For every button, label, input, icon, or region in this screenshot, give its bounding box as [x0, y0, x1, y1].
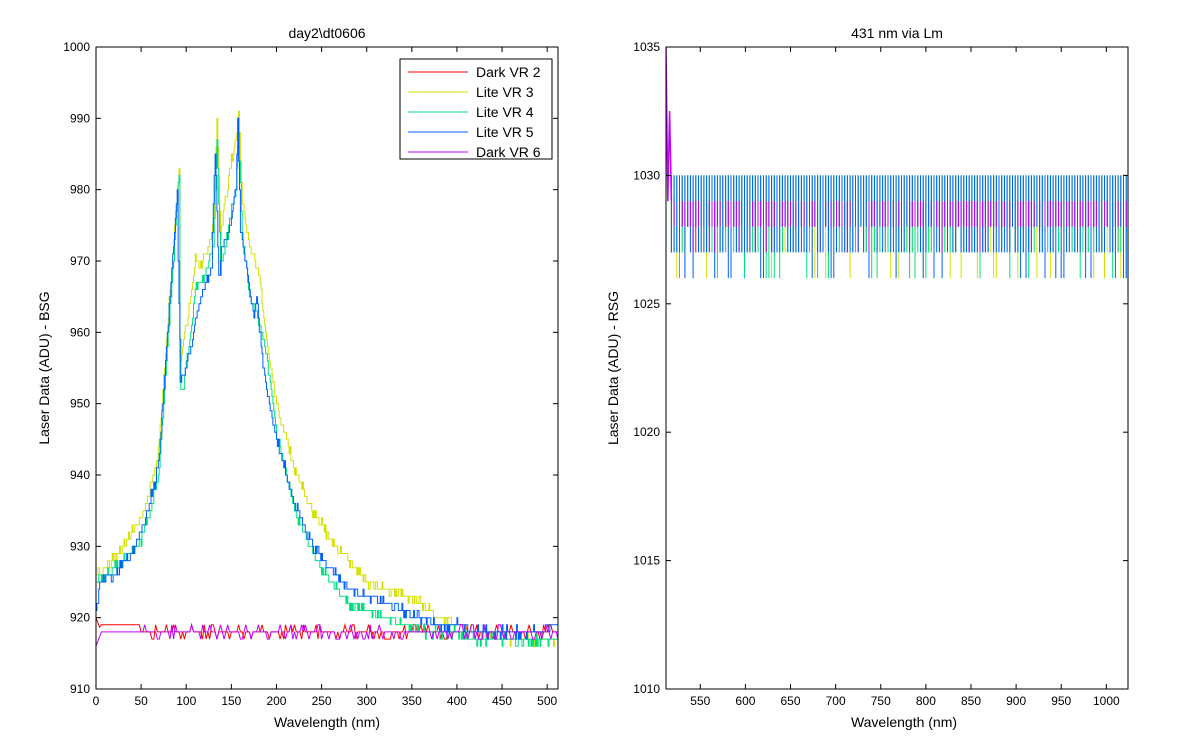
y-tick-label-right: 1035 — [633, 40, 660, 54]
x-axis-label-right: Wavelength (nm) — [851, 714, 957, 730]
chart-title-left: day2\dt0606 — [288, 25, 365, 41]
x-tick-label-right: 700 — [826, 694, 846, 708]
x-tick-label-right: 550 — [690, 694, 710, 708]
y-tick-label-left: 990 — [70, 111, 90, 125]
y-tick-label-left: 1000 — [63, 40, 90, 54]
series-line-left-2 — [96, 132, 558, 647]
legend-label: Lite VR 4 — [476, 104, 534, 120]
x-tick-label-left: 50 — [134, 694, 148, 708]
x-tick-label-left: 300 — [357, 694, 377, 708]
x-tick-label-left: 500 — [537, 694, 557, 708]
legend-label: Lite VR 3 — [476, 84, 534, 100]
legend-box — [399, 58, 553, 160]
chart-right: 431 nm via Lm Wavelength (nm) Laser Data… — [605, 25, 1129, 730]
plot-area-right — [666, 47, 1127, 279]
series-line-left-4 — [96, 622, 558, 647]
x-tick-label-right: 950 — [1051, 694, 1071, 708]
series-spike-right — [666, 47, 673, 202]
y-tick-label-left: 910 — [70, 682, 90, 696]
x-tick-label-left: 0 — [93, 694, 100, 708]
x-tick-label-right: 600 — [735, 694, 755, 708]
x-tick-label-right: 800 — [916, 694, 936, 708]
y-tick-label-right: 1025 — [633, 297, 660, 311]
legend: Dark VR 2 Lite VR 3 Lite VR 4 Lite VR 5 Dark… — [399, 58, 553, 160]
x-tick-label-left: 250 — [312, 694, 332, 708]
x-tick-label-right: 750 — [871, 694, 891, 708]
x-tick-label-left: 350 — [402, 694, 422, 708]
series-line-left-3 — [96, 117, 558, 640]
y-tick-label-right: 1030 — [633, 168, 660, 182]
y-axis-label-left: Laser Data (ADU) - BSG — [36, 291, 52, 444]
x-tick-label-right: 900 — [1006, 694, 1026, 708]
y-tick-label-right: 1010 — [633, 682, 660, 696]
axes-box-right — [665, 46, 1129, 690]
x-tick-label-right: 650 — [781, 694, 801, 708]
x-tick-label-left: 200 — [266, 694, 286, 708]
y-tick-label-right: 1015 — [633, 554, 660, 568]
axes-box-left — [95, 46, 559, 690]
series-band-right-4 — [673, 201, 1127, 253]
legend-label: Lite VR 5 — [476, 124, 534, 140]
x-tick-label-left: 100 — [176, 694, 196, 708]
x-tick-label-left: 450 — [492, 694, 512, 708]
y-tick-label-left: 940 — [70, 468, 90, 482]
y-tick-label-left: 980 — [70, 183, 90, 197]
y-tick-label-left: 960 — [70, 325, 90, 339]
legend-label: Dark VR 6 — [476, 144, 541, 160]
chart-left: day2\dt0606 Wavelength (nm) Laser Data (… — [36, 25, 559, 730]
x-tick-label-left: 150 — [221, 694, 241, 708]
y-tick-label-left: 920 — [70, 611, 90, 625]
x-axis-label-left: Wavelength (nm) — [274, 714, 380, 730]
x-tick-label-right: 1000 — [1093, 694, 1120, 708]
y-tick-label-left: 950 — [70, 397, 90, 411]
chart-title-right: 431 nm via Lm — [851, 25, 943, 41]
y-tick-label-left: 930 — [70, 539, 90, 553]
legend-label: Dark VR 2 — [476, 64, 541, 80]
plot-area-left — [96, 110, 558, 647]
x-tick-label-left: 400 — [447, 694, 467, 708]
y-tick-label-left: 970 — [70, 254, 90, 268]
x-tick-label-right: 850 — [961, 694, 981, 708]
y-tick-label-right: 1020 — [633, 425, 660, 439]
y-axis-label-right: Laser Data (ADU) - RSG — [605, 291, 621, 445]
